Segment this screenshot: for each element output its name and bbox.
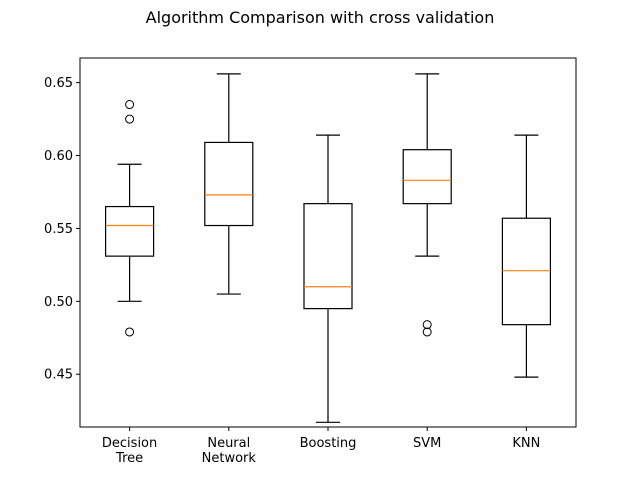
x-axis: Decision Tree Neural Network Boosting SVM KNN bbox=[102, 427, 540, 466]
x-tick-label-line: KNN bbox=[512, 436, 540, 451]
x-tick-label: Neural Network bbox=[202, 436, 257, 466]
iqr-box bbox=[303, 203, 353, 310]
y-tick-label: 0.50 bbox=[44, 295, 73, 310]
x-tick-label-line: Boosting bbox=[300, 436, 357, 451]
box-4 bbox=[501, 134, 551, 378]
box-2 bbox=[303, 134, 353, 423]
iqr-box bbox=[204, 141, 254, 227]
x-tick-label-line: Decision bbox=[102, 436, 157, 451]
outlier-point bbox=[125, 327, 135, 337]
x-tick-label: Boosting bbox=[300, 436, 357, 451]
box-0 bbox=[104, 100, 155, 337]
iqr-box bbox=[104, 205, 155, 257]
box-1 bbox=[204, 73, 254, 295]
outlier-point bbox=[125, 114, 135, 124]
iqr-box bbox=[402, 149, 452, 205]
x-tick-label-line: SVM bbox=[413, 436, 441, 451]
y-axis: 0.45 0.50 0.55 0.60 0.65 bbox=[44, 76, 80, 383]
y-tick-label: 0.55 bbox=[44, 222, 73, 237]
outlier-point bbox=[422, 320, 432, 330]
y-tick-label: 0.60 bbox=[44, 149, 73, 164]
chart-title: Algorithm Comparison with cross validati… bbox=[146, 8, 495, 27]
outlier-point bbox=[125, 100, 135, 110]
y-tick-label: 0.65 bbox=[44, 76, 73, 91]
outlier-point bbox=[422, 327, 432, 337]
x-tick-label-line: Neural bbox=[207, 436, 250, 451]
x-tick-label: KNN bbox=[512, 436, 540, 451]
x-tick-label-line: Network bbox=[202, 451, 257, 466]
x-tick-label: SVM bbox=[413, 436, 441, 451]
x-tick-label: Decision Tree bbox=[102, 436, 157, 466]
y-tick-label: 0.45 bbox=[44, 368, 73, 383]
box-series bbox=[104, 73, 551, 423]
iqr-box bbox=[501, 217, 551, 326]
box-3 bbox=[402, 73, 452, 337]
x-tick-label-line: Tree bbox=[115, 451, 143, 466]
